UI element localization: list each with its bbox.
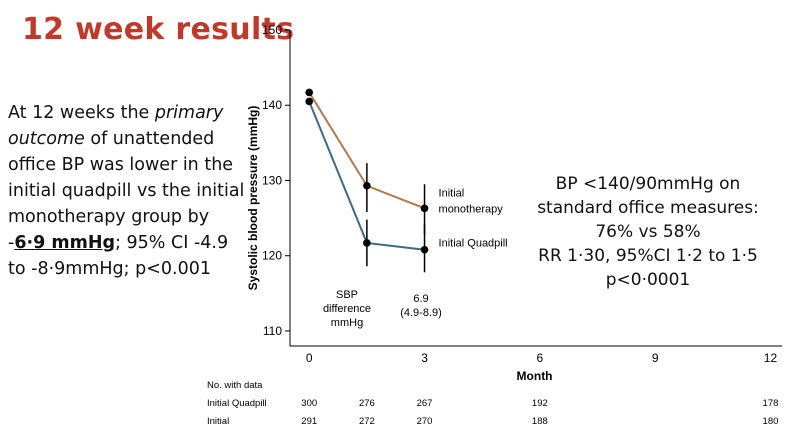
x-tick-label-12: 12 (764, 351, 778, 365)
table-cell-1-3: 188 (532, 416, 548, 427)
y-tick-label-130: 130 (262, 173, 282, 187)
table-cell-1-2: 270 (417, 416, 433, 427)
data-point-0-2 (420, 204, 429, 213)
table-cell-0-1: 276 (359, 398, 375, 409)
bp-target-line-4: RR 1·30, 95%CI 1·2 to 1·5 (538, 246, 758, 266)
slide-title: 12 week results (22, 12, 295, 47)
summary-italic: primary outcome (8, 103, 224, 149)
series-label-monotherapy-2: monotherapy (439, 203, 504, 215)
table-cell-1-1: 272 (359, 416, 375, 427)
data-point-0-0 (305, 88, 314, 97)
x-tick-label-3: 3 (421, 351, 428, 365)
summary-part-3: ; 95% CI -4.9 to -8·9mmHg; p<0.001 (8, 233, 229, 279)
table-cell-0-4: 178 (763, 398, 779, 409)
x-axis-label: Month (517, 369, 553, 383)
x-tick-label-9: 9 (652, 351, 659, 365)
y-tick-label-150: 150 (262, 23, 282, 37)
summary-part-1: At 12 weeks the (8, 103, 155, 123)
series-label-quadpill: Initial Quadpill (439, 238, 508, 250)
y-tick-label-110: 110 (263, 324, 282, 338)
table-cell-1-0: 291 (301, 416, 317, 427)
table-header: No. with data (207, 380, 263, 391)
table-cell-0-3: 192 (532, 398, 548, 409)
annotation-mmhg: mmHg (331, 317, 363, 329)
bp-target-line-3: 76% vs 58% (595, 222, 701, 242)
table-row-label-0: Initial Quadpill (207, 398, 267, 409)
bp-target-line-2: standard office measures: (537, 198, 759, 218)
x-tick-label-0: 0 (306, 351, 313, 365)
bp-target-line-5: p<0·0001 (605, 270, 691, 290)
annotation-diff-value: 6.9 (413, 293, 428, 305)
results-summary-text: At 12 weeks the primary outcome of unatt… (8, 100, 248, 282)
summary-highlight: 6·9 mmHg (14, 233, 116, 253)
annotation-sbp: SBP (336, 289, 358, 301)
y-tick-label-120: 120 (262, 249, 282, 263)
y-tick-label-140: 140 (262, 98, 282, 112)
bp-target-summary: BP <140/90mmHg on standard office measur… (528, 172, 768, 292)
data-point-1-0 (305, 97, 314, 106)
table-cell-0-2: 267 (417, 398, 433, 409)
x-tick-label-6: 6 (537, 351, 544, 365)
bp-target-line-1: BP <140/90mmHg on (555, 174, 741, 194)
series-label-monotherapy-1: Initial (439, 187, 465, 199)
annotation-diff-ci: (4.9-8.9) (400, 307, 442, 319)
table-row-label-1: Initial (207, 416, 229, 427)
data-point-1-2 (420, 245, 429, 254)
summary-part-2: of unattended office BP was lower in the… (8, 129, 245, 253)
y-axis-label: Systolic blood pressure (mmHg) (246, 106, 260, 291)
data-point-1-1 (363, 239, 371, 247)
data-point-0-1 (363, 181, 371, 190)
annotation-difference: difference (323, 303, 371, 315)
table-cell-1-4: 180 (763, 416, 779, 427)
table-cell-0-0: 300 (301, 398, 317, 409)
